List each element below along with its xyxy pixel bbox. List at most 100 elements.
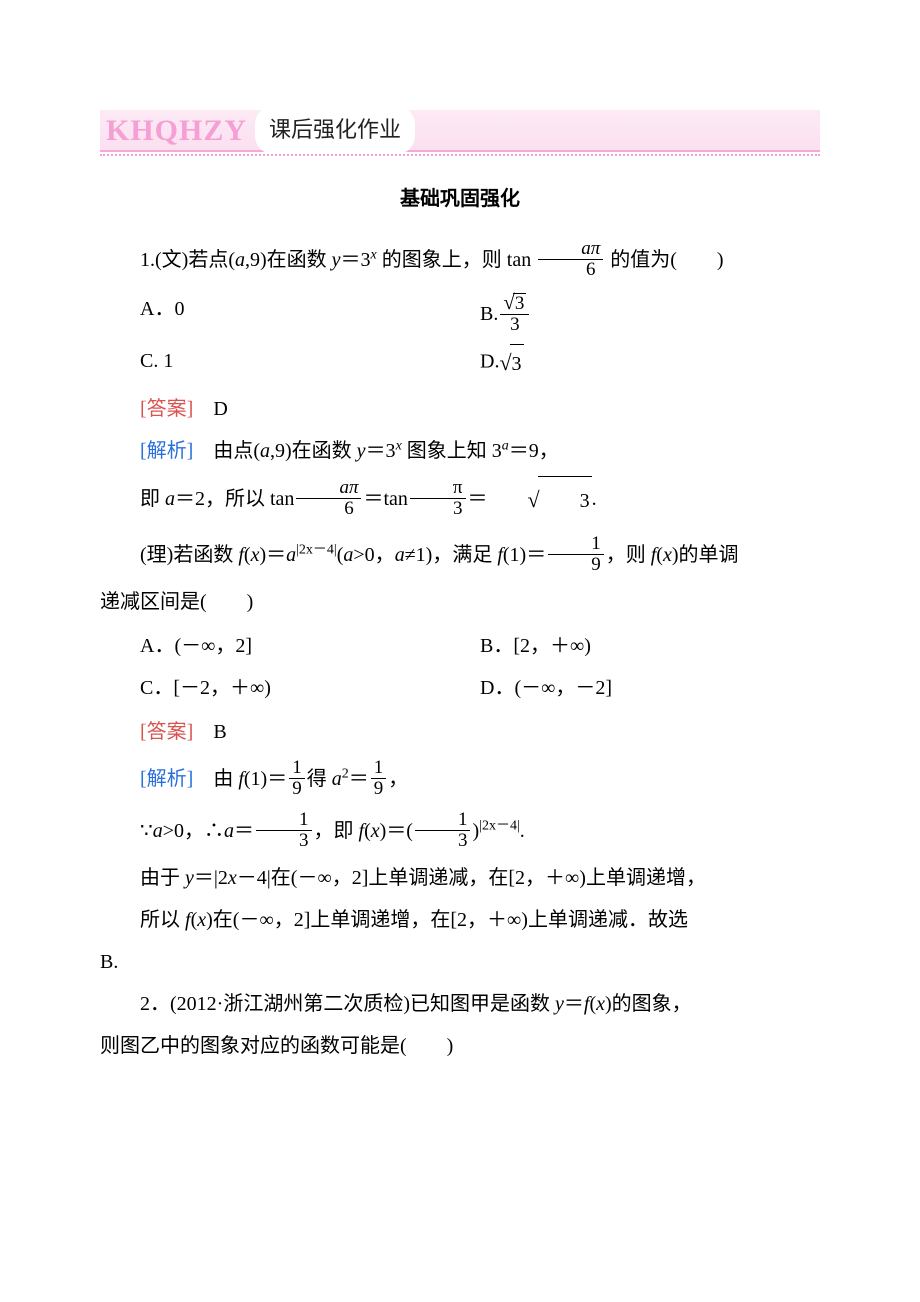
den: 9 — [548, 554, 604, 575]
var-x: x — [228, 867, 237, 889]
text: 的单调 — [679, 544, 739, 566]
text: >0，∴ — [163, 820, 224, 842]
text: D. — [480, 351, 499, 373]
option-d: D．(－∞，－2] — [480, 667, 820, 709]
var-f: f — [238, 544, 244, 566]
q1-li-options: A．(－∞，2] B．[2，＋∞) C．[－2，＋∞) D．(－∞，－2] — [140, 625, 820, 709]
den: 9 — [371, 778, 387, 799]
text: 在(－∞，2]上单调递增，在[2，＋∞)上单调递减．故选 — [213, 909, 688, 931]
var-y: y — [332, 249, 341, 271]
option-b: B．[2，＋∞) — [480, 625, 820, 667]
q1-li-stem-2: 递减区间是( ) — [100, 583, 820, 621]
text: ＝ — [468, 488, 488, 510]
text: ,9)在函数 — [245, 249, 332, 271]
den: 3 — [410, 498, 466, 519]
text: 得 — [307, 768, 332, 790]
text: (1)＝ — [244, 768, 287, 790]
text: (理)若函数 — [140, 544, 238, 566]
var-x: x — [663, 544, 672, 566]
var-f: f — [651, 544, 657, 566]
text: ＝ — [234, 820, 254, 842]
q1-li-analysis-5: B. — [100, 943, 820, 981]
q1-li-analysis-3: 由于 y＝|2x－4|在(－∞，2]上单调递减，在[2，＋∞)上单调递增， — [100, 859, 820, 897]
var-y: y — [357, 440, 366, 462]
text: ＝tan — [363, 488, 407, 510]
text: 的值为( ) — [605, 249, 723, 271]
q1-wen-options: A．0 B.33 C. 1 D.3 — [140, 288, 820, 386]
section-title: 基础巩固强化 — [100, 180, 820, 218]
radicand: 3 — [513, 293, 527, 314]
var-a: a — [153, 820, 163, 842]
text: B. — [480, 303, 498, 325]
text: >0， — [353, 544, 394, 566]
num: 1 — [415, 810, 471, 830]
text: ＝9， — [509, 440, 559, 462]
q1-li-analysis-1: [解析] 由 f(1)＝19得 a2＝19， — [100, 755, 820, 803]
den: 3 — [415, 830, 471, 851]
var-a: a — [395, 544, 405, 566]
var-x: x — [596, 993, 605, 1015]
radicand: 3 — [538, 476, 592, 525]
fraction: π3 — [410, 478, 466, 519]
analysis-label: [解析] — [140, 768, 193, 790]
option-c: C．[－2，＋∞) — [140, 667, 480, 709]
text: ＝ — [266, 544, 286, 566]
exponent: 2 — [342, 766, 349, 781]
var-y: y — [185, 867, 194, 889]
den: 3 — [500, 314, 529, 335]
num: aπ — [581, 238, 600, 259]
text: ＝ — [564, 993, 584, 1015]
q1-wen-answer: [答案] D — [100, 390, 820, 428]
text: 所以 — [140, 909, 185, 931]
var-x: x — [197, 909, 206, 931]
var-y: y — [555, 993, 564, 1015]
den: 6 — [296, 498, 361, 519]
option-a: A．0 — [140, 288, 480, 340]
sqrt-icon: 3 — [499, 342, 523, 384]
text: 2．(2012·浙江湖州第二次质检)已知图甲是函数 — [140, 993, 555, 1015]
text: ＝|2 — [194, 867, 228, 889]
exponent: |2x－4| — [479, 818, 520, 833]
q1-li-analysis-2: ∵a>0，∴a＝13，即 f(x)＝(13)|2x－4|. — [100, 807, 820, 855]
text: 的图象上，则 tan — [377, 249, 536, 271]
sqrt-icon: 3 — [503, 292, 526, 314]
num: 1 — [371, 758, 387, 778]
q1-wen-analysis-2: 即 a＝2，所以 tanaπ6＝tanπ3＝3. — [100, 474, 820, 527]
var-x: x — [251, 544, 260, 566]
var-f: f — [185, 909, 191, 931]
text: ∵ — [140, 820, 153, 842]
analysis-label: [解析] — [140, 440, 193, 462]
var-x: x — [371, 820, 380, 842]
fraction: 19 — [548, 534, 604, 575]
text: 1.(文)若点( — [140, 249, 235, 271]
fraction: 19 — [289, 758, 305, 799]
text: ≠1)，满足 — [405, 544, 498, 566]
fraction: 13 — [415, 810, 471, 851]
text: 由于 — [140, 867, 185, 889]
q1-li-stem-1: (理)若函数 f(x)＝a|2x－4|(a>0，a≠1)，满足 f(1)＝19，… — [100, 531, 820, 579]
banner-acronym: KHQHZY — [106, 102, 247, 159]
text: －4|在(－∞，2]上单调递减，在[2，＋∞)上单调递增， — [237, 867, 706, 889]
text: 即 — [140, 488, 165, 510]
answer-label: [答案] — [140, 398, 193, 420]
answer-value: B — [213, 721, 226, 743]
text: ，则 — [606, 544, 651, 566]
text: ，即 — [314, 820, 359, 842]
text: . — [592, 488, 597, 510]
num: 1 — [548, 534, 604, 554]
text: 图象上知 3 — [402, 440, 502, 462]
fraction: 19 — [371, 758, 387, 799]
q1-wen-stem: 1.(文)若点(a,9)在函数 y＝3x 的图象上，则 tan aπ6 的值为(… — [100, 236, 820, 284]
var-a: a — [235, 249, 245, 271]
var-f: f — [359, 820, 365, 842]
fraction: aπ6 — [296, 478, 361, 519]
var-a: a — [260, 440, 270, 462]
option-c: C. 1 — [140, 340, 480, 386]
fraction: 13 — [256, 810, 312, 851]
fraction: aπ6 — [538, 239, 603, 280]
banner-title: 课后强化作业 — [255, 106, 415, 154]
q1-wen-analysis-1: [解析] 由点(a,9)在函数 y＝3x 图象上知 3a＝9， — [100, 432, 820, 470]
var-a: a — [224, 820, 234, 842]
den: 3 — [256, 830, 312, 851]
text: . — [520, 820, 525, 842]
